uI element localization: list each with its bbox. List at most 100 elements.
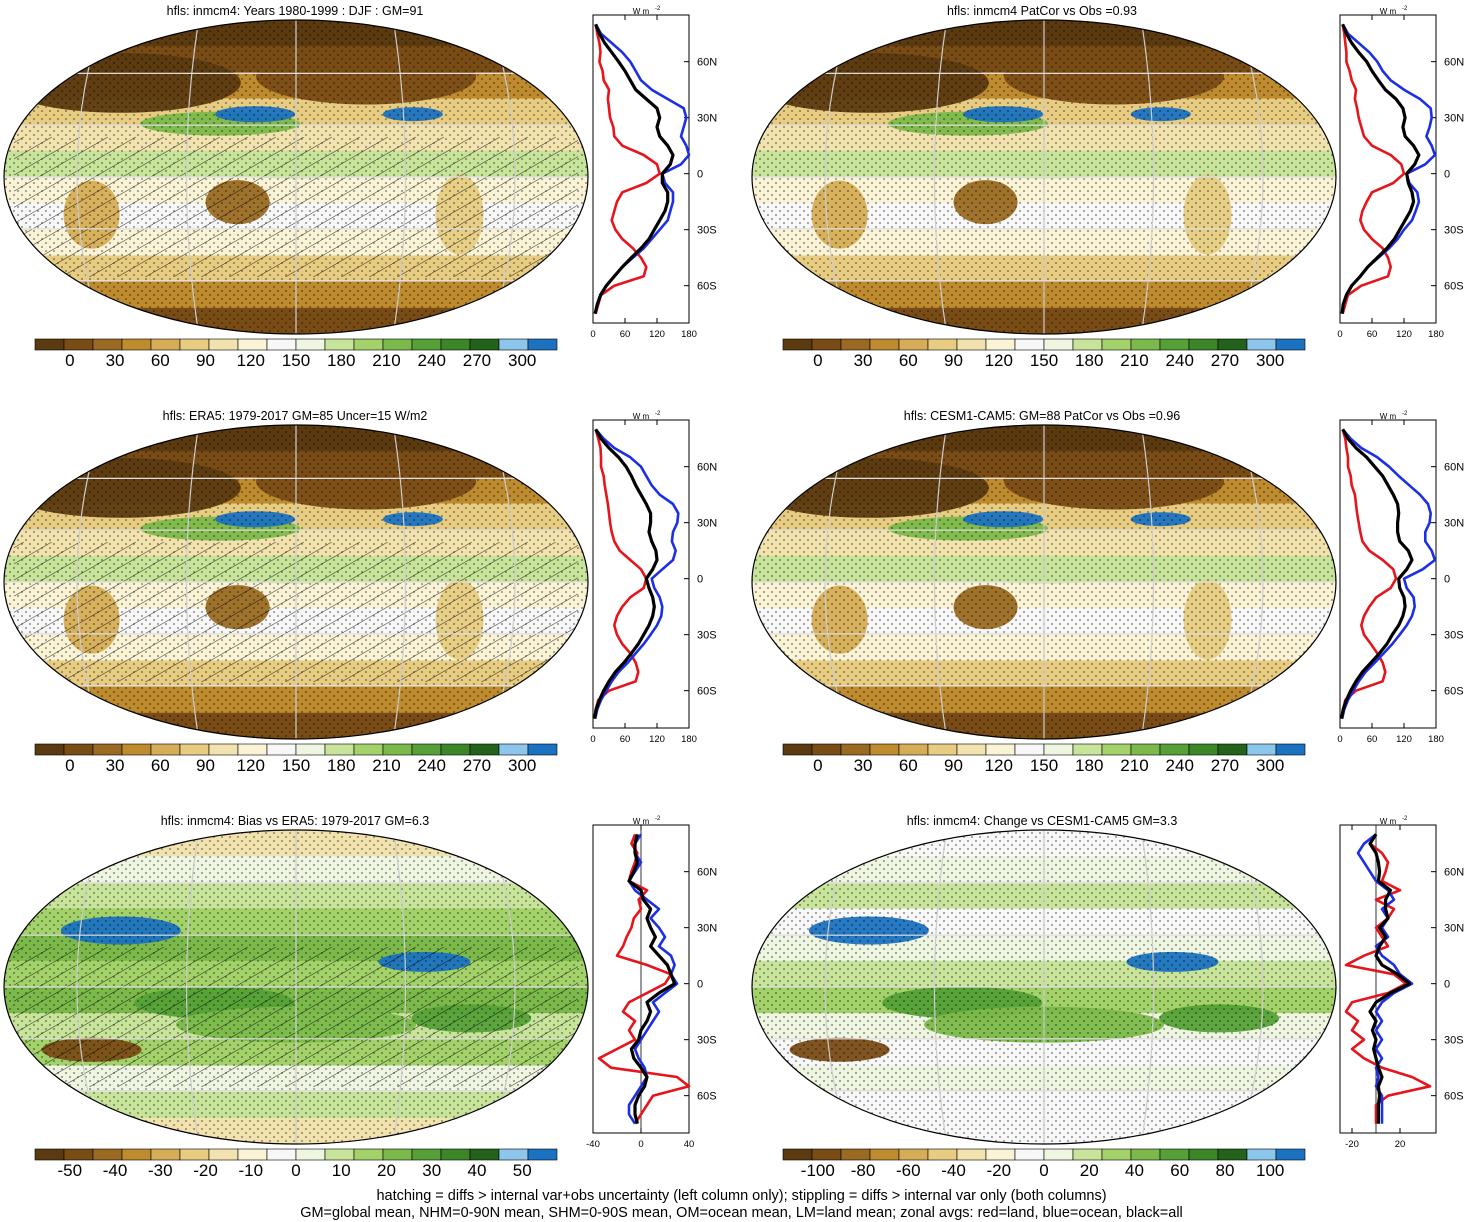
zonal-x-tick-label: 0 <box>1337 734 1342 745</box>
colorbar: -50 -40 -30 -20 -10 0 10 20 30 40 50 <box>34 1148 558 1180</box>
zonal-series-land <box>594 24 661 315</box>
colorbar-tick-label: 30 <box>854 351 873 370</box>
colorbar-tick-label: 180 <box>1075 756 1103 775</box>
colorbar-tick-label: 150 <box>1030 351 1058 370</box>
colorbar-swatch <box>898 743 929 756</box>
zonal-mean-plot: W m -2 0 60 120 180 60N 30N 0 30S 60S <box>1337 411 1464 745</box>
colorbar-swatch <box>179 338 210 351</box>
panel-title: hfls: ERA5: 1979-2017 GM=85 Uncer=15 W/m… <box>163 409 428 423</box>
colorbar-swatch <box>1246 743 1277 756</box>
zonal-mean-plot: W m -2 0 60 120 180 60N 30N 0 30S 60S <box>590 6 717 340</box>
panel-4: hfls: CESM1-CAM5: GM=88 PatCor vs Obs =0… <box>751 409 1464 775</box>
zonal-series-all <box>627 833 677 1125</box>
zonal-x-tick-label: 120 <box>649 734 665 745</box>
zonal-x-tick-label: 40 <box>684 1139 695 1150</box>
colorbar-swatch <box>1275 338 1306 351</box>
colorbar-swatch <box>840 338 871 351</box>
colorbar-tick-label: -10 <box>238 1161 263 1180</box>
colorbar-swatch <box>440 1148 471 1161</box>
zonal-series-all <box>1340 428 1414 719</box>
zonal-mean-plot: W m -2 -40 0 40 60N 30N 0 30S 60S <box>586 816 717 1150</box>
colorbar-swatch <box>324 1148 355 1161</box>
colorbar-swatch <box>869 743 900 756</box>
colorbar-tick-label: 100 <box>1256 1161 1284 1180</box>
colorbar-swatch <box>382 338 413 351</box>
colorbar-swatch <box>121 1148 152 1161</box>
zonal-series-all <box>593 428 659 719</box>
colorbar-swatch <box>498 1148 529 1161</box>
panel-title: hfls: inmcm4: Years 1980-1999 : DJF : GM… <box>167 4 424 18</box>
zonal-x-tick-label: -40 <box>586 1139 600 1150</box>
zonal-y-tick-label: 30N <box>1444 518 1464 530</box>
zonal-y-tick-label: 0 <box>697 979 703 991</box>
colorbar-swatch <box>1043 338 1074 351</box>
zonal-y-tick-label: 60S <box>697 1091 717 1103</box>
colorbar-swatch <box>63 338 94 351</box>
colorbar-tick-label: -20 <box>193 1161 218 1180</box>
colorbar-tick-label: 90 <box>944 756 963 775</box>
zonal-series-ocean <box>593 428 680 719</box>
zonal-y-tick-label: 60S <box>697 686 717 698</box>
colorbar-swatch <box>121 338 152 351</box>
colorbar: -100 -80 -60 -40 -20 0 20 40 60 80 100 <box>782 1148 1306 1180</box>
zonal-frame <box>1339 824 1437 1134</box>
zonal-y-tick-label: 30N <box>697 923 717 935</box>
colorbar-swatch <box>927 1148 958 1161</box>
zonal-x-tick-label: 120 <box>1396 329 1412 340</box>
colorbar-swatch <box>411 743 442 756</box>
colorbar-swatch <box>34 1148 65 1161</box>
zonal-x-tick-label: 180 <box>1428 329 1444 340</box>
colorbar-tick-label: 50 <box>513 1161 532 1180</box>
colorbar-swatch <box>527 743 558 756</box>
colorbar-swatch <box>985 1148 1016 1161</box>
colorbar-tick-label: 40 <box>1125 1161 1144 1180</box>
zonal-units: W m <box>1380 817 1397 826</box>
colorbar-tick-label: 180 <box>327 756 355 775</box>
colorbar-swatch <box>237 338 268 351</box>
colorbar-swatch <box>956 1148 987 1161</box>
colorbar-tick-label: 0 <box>65 351 74 370</box>
colorbar-swatch <box>811 338 842 351</box>
colorbar-swatch <box>811 1148 842 1161</box>
colorbar-swatch <box>527 338 558 351</box>
colorbar-tick-label: -20 <box>986 1161 1011 1180</box>
colorbar-swatch <box>324 338 355 351</box>
colorbar-tick-label: -60 <box>896 1161 921 1180</box>
colorbar-tick-label: 270 <box>1211 351 1239 370</box>
map-border <box>3 19 589 335</box>
zonal-y-tick-label: 60S <box>1444 281 1464 293</box>
zonal-y-tick-label: 30N <box>697 518 717 530</box>
colorbar-tick-label: 300 <box>508 351 536 370</box>
colorbar-swatch <box>1072 743 1103 756</box>
colorbar-swatch <box>1188 1148 1219 1161</box>
colorbar-swatch <box>1130 743 1161 756</box>
colorbar-swatch <box>266 743 297 756</box>
colorbar-swatch <box>295 1148 326 1161</box>
map-field <box>4 830 588 1144</box>
colorbar-tick-label: -40 <box>103 1161 128 1180</box>
colorbar-swatch <box>1072 1148 1103 1161</box>
zonal-series-land <box>1341 24 1406 315</box>
footnote-hatching: hatching = diffs > internal var+obs unce… <box>376 1188 1107 1204</box>
colorbar-tick-label: -50 <box>58 1161 83 1180</box>
zonal-x-tick-label: 60 <box>1367 734 1378 745</box>
colorbar-swatch <box>237 743 268 756</box>
panel-3: hfls: ERA5: 1979-2017 GM=85 Uncer=15 W/m… <box>3 409 717 775</box>
colorbar-swatch <box>1043 1148 1074 1161</box>
colorbar-tick-label: 270 <box>1211 756 1239 775</box>
zonal-x-tick-label: 180 <box>681 329 697 340</box>
colorbar-tick-label: 60 <box>1170 1161 1189 1180</box>
panel-title: hfls: inmcm4 PatCor vs Obs =0.93 <box>947 4 1137 18</box>
zonal-units-sup: -2 <box>1402 6 1408 12</box>
colorbar-tick-label: 30 <box>422 1161 441 1180</box>
colorbar-swatch <box>1275 1148 1306 1161</box>
colorbar-swatch <box>1130 1148 1161 1161</box>
zonal-mean-plot: W m -2 0 60 120 180 60N 30N 0 30S 60S <box>1337 6 1464 340</box>
colorbar-swatch <box>179 1148 210 1161</box>
zonal-x-tick-label: 0 <box>590 329 595 340</box>
panel-1: hfls: inmcm4: Years 1980-1999 : DJF : GM… <box>3 4 717 370</box>
colorbar-tick-label: 300 <box>1256 351 1284 370</box>
colorbar-swatch <box>927 338 958 351</box>
zonal-y-tick-label: 30S <box>697 630 717 642</box>
zonal-units: W m <box>1380 412 1397 421</box>
